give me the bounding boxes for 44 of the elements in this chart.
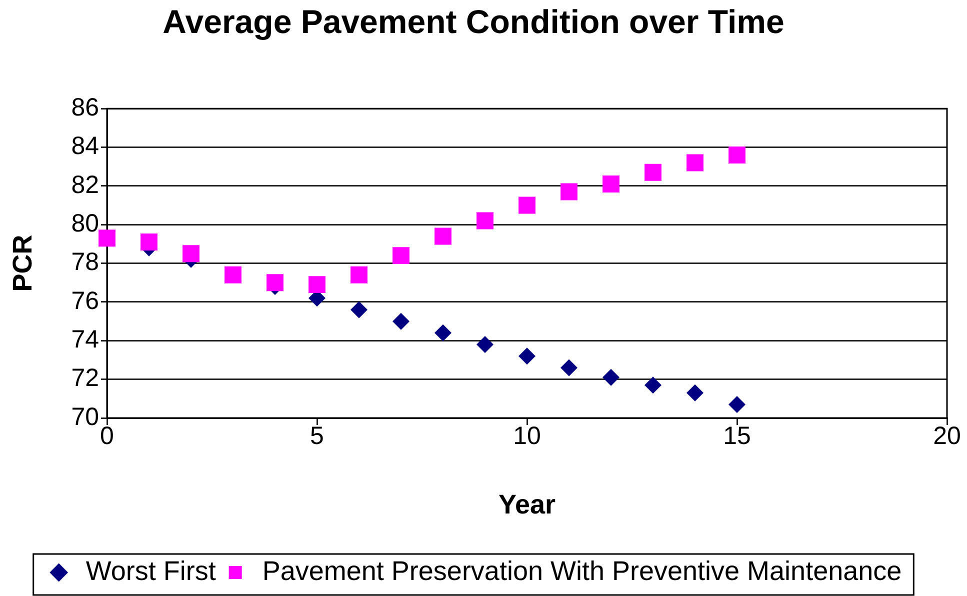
point [98,230,116,247]
point [434,324,452,342]
y-tick-label: 72 [71,364,99,392]
x-tick-label: 15 [723,422,751,450]
x-tick-label: 10 [513,422,541,450]
point [140,234,158,251]
y-tick-label: 74 [71,326,100,354]
y-tick-label: 86 [71,93,99,122]
y-tick-label: 80 [71,210,99,238]
point [476,212,494,230]
point [224,266,242,284]
chart-title: Average Pavement Condition over Time [162,2,784,40]
point [182,245,200,262]
point [644,164,662,181]
point [728,146,746,164]
x-tick-label: 5 [310,422,324,450]
point [686,384,704,402]
y-tick-label: 78 [71,248,99,276]
point [392,247,410,264]
point [560,359,578,376]
point [476,336,494,354]
point [308,276,326,294]
point [518,348,536,365]
y-axis-title: PCR [8,234,38,292]
y-tick-label: 76 [71,286,99,315]
y-tick-label: 82 [71,170,99,199]
point [350,266,368,284]
point [560,183,578,200]
point [602,368,620,386]
point [686,154,704,172]
point [392,312,410,330]
y-tick-label: 84 [71,132,100,160]
point [518,196,536,214]
point [602,176,620,192]
x-tick-label: 0 [100,422,114,450]
point [434,228,452,245]
x-tick-label: 20 [933,422,961,450]
y-tick-label: 70 [71,402,99,431]
point [728,396,746,413]
point [350,301,368,318]
x-axis-title: Year [498,489,556,520]
point [644,376,662,394]
legend-label: Pavement Preservation With Preventive Maintenance [262,556,902,586]
legend-label: Worst First [86,556,216,586]
